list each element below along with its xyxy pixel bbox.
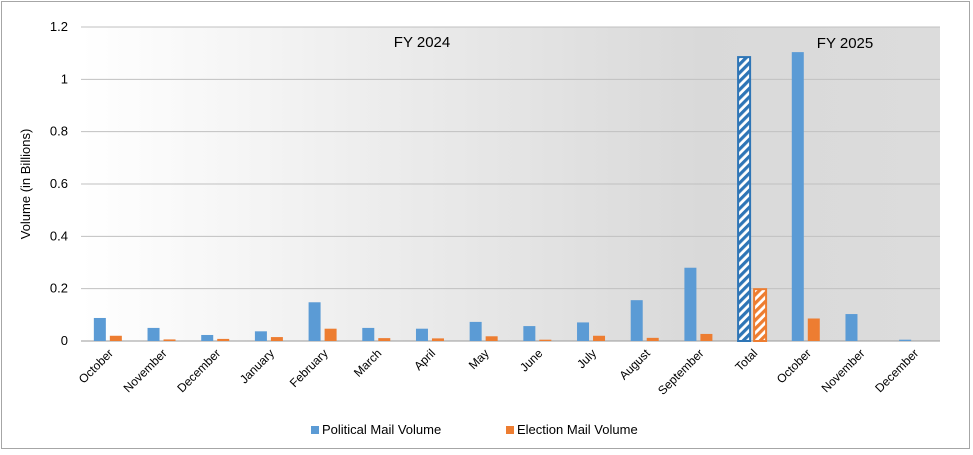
bar-election-13 <box>807 318 820 341</box>
legend-label-election: Election Mail Volume <box>517 422 638 437</box>
y-tick-label: 0.6 <box>50 176 68 191</box>
bar-political-13 <box>791 52 804 342</box>
x-tick-label: July <box>574 346 599 371</box>
bar-political-1 <box>147 327 160 341</box>
bar-election-10 <box>646 337 659 341</box>
y-tick-label: 1.2 <box>50 19 68 34</box>
bar-political-10 <box>630 300 643 341</box>
x-tick-label: December <box>174 346 223 395</box>
bar-election-3 <box>270 337 283 341</box>
bar-election-9 <box>593 335 606 341</box>
x-tick-label: February <box>287 346 331 390</box>
x-tick-label: March <box>351 346 384 379</box>
x-tick-label: January <box>237 346 277 386</box>
y-tick-label: 1 <box>61 71 68 86</box>
bar-election-2 <box>217 338 230 341</box>
legend-swatch-political <box>311 426 319 434</box>
bar-political-7 <box>469 321 482 341</box>
fy-2024-label: FY 2024 <box>394 34 450 51</box>
bar-political-6 <box>415 328 428 341</box>
bar-political-0 <box>93 317 106 341</box>
bar-political-9 <box>577 322 590 341</box>
bar-political-15 <box>899 339 912 341</box>
x-tick-label: October <box>76 346 116 386</box>
bar-election-1 <box>163 339 176 341</box>
x-axis-ticks: October November December January February Ma… <box>76 346 921 398</box>
fy-2025-label: FY 2025 <box>817 35 873 52</box>
x-tick-label: June <box>517 346 546 375</box>
x-tick-label: October <box>774 346 814 386</box>
bars <box>93 52 912 343</box>
x-tick-label: April <box>411 346 438 373</box>
x-tick-label: November <box>121 346 170 395</box>
bar-election-5 <box>378 338 391 341</box>
legend-label-political: Political Mail Volume <box>322 422 441 437</box>
bar-election-12 <box>753 288 768 343</box>
y-tick-label: 0.4 <box>50 228 68 243</box>
bar-political-8 <box>523 326 536 341</box>
bar-political-5 <box>362 327 375 341</box>
bar-election-11 <box>700 333 713 341</box>
x-tick-label: November <box>819 346 868 395</box>
bar-political-4 <box>308 302 321 341</box>
legend-swatch-election <box>506 426 514 434</box>
y-tick-label: 0.8 <box>50 124 68 139</box>
x-tick-label: August <box>617 346 654 383</box>
x-tick-label: December <box>872 346 921 395</box>
x-tick-label: September <box>655 346 706 397</box>
bar-political-3 <box>254 331 267 341</box>
bar-election-6 <box>431 338 444 341</box>
y-tick-label: 0.2 <box>50 281 68 296</box>
bar-political-2 <box>201 334 214 341</box>
y-tick-label: 0 <box>61 333 68 348</box>
bar-election-4 <box>324 328 337 341</box>
x-tick-label: Total <box>732 346 760 374</box>
y-axis-title: Volume (in Billions) <box>18 129 33 240</box>
bar-political-12 <box>737 56 752 342</box>
bar-election-7 <box>485 336 498 341</box>
bar-political-11 <box>684 267 697 341</box>
legend: Political Mail Volume Election Mail Volu… <box>311 422 638 437</box>
bar-election-8 <box>539 339 552 341</box>
y-axis-ticks: 0 0.2 0.4 0.6 0.8 1 1.2 <box>50 19 68 348</box>
bar-election-0 <box>109 335 122 341</box>
bar-political-14 <box>845 314 858 341</box>
x-tick-label: May <box>466 346 492 372</box>
